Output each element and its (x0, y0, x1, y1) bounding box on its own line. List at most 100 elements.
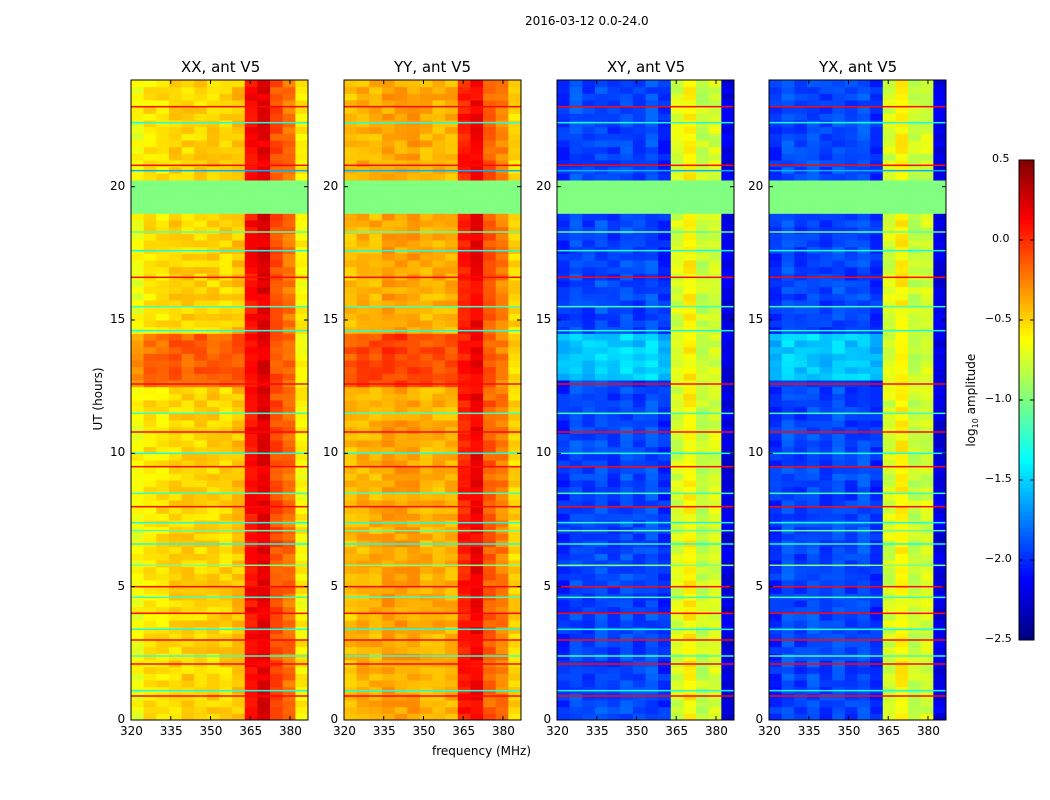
heatmap-cell (832, 620, 846, 628)
heatmap-cell (882, 340, 896, 348)
heatmap-cell (244, 666, 258, 674)
heatmap-cell (658, 706, 672, 714)
heatmap-cell (131, 126, 145, 134)
heatmap-cell (895, 353, 909, 361)
heatmap-cell (394, 113, 408, 121)
flag-line (131, 505, 308, 508)
flag-line (344, 276, 521, 279)
heatmap-cell (696, 226, 710, 234)
heatmap-cell (495, 513, 509, 521)
heatmap-cell (270, 366, 284, 374)
heatmap-cell (882, 413, 896, 421)
heatmap-cell (394, 313, 408, 321)
heatmap-cell (794, 586, 808, 594)
heatmap-cell (156, 546, 170, 554)
heatmap-cell (844, 646, 858, 654)
heatmap-cell (356, 340, 370, 348)
heatmap-cell (781, 500, 795, 508)
heatmap-cell (470, 666, 484, 674)
heatmap-cell (832, 566, 846, 574)
heatmap-cell (457, 260, 471, 268)
heatmap-cell (432, 286, 446, 294)
heatmap-cell (920, 420, 934, 428)
heatmap-cell (569, 680, 583, 688)
heatmap-cell (244, 466, 258, 474)
heatmap-cell (181, 206, 195, 214)
heatmap-cell (156, 493, 170, 501)
heatmap-cell (607, 360, 621, 368)
heatmap-cell (781, 333, 795, 341)
heatmap-cell (582, 133, 596, 141)
heatmap-cell (844, 626, 858, 634)
heatmap-cell (219, 613, 233, 621)
heatmap-cell (895, 473, 909, 481)
heatmap-cell (658, 373, 672, 381)
heatmap-cell (920, 653, 934, 661)
heatmap-cell (219, 580, 233, 588)
heatmap-cell (445, 633, 459, 641)
heatmap-cell (369, 386, 383, 394)
heatmap-cell (295, 626, 309, 634)
heatmap-cell (432, 626, 446, 634)
flag-line (557, 639, 734, 641)
heatmap-cell (219, 260, 233, 268)
heatmap-cell (143, 140, 157, 148)
heatmap-cell (658, 413, 672, 421)
heatmap-cell (219, 453, 233, 461)
heatmap-cell (282, 313, 296, 321)
heatmap-cell (806, 366, 821, 374)
heatmap-cell (394, 693, 408, 701)
heatmap-cell (445, 193, 459, 201)
heatmap-cell (344, 546, 358, 554)
heatmap-cell (857, 606, 871, 614)
heatmap-cell (282, 300, 296, 308)
heatmap-cell (131, 586, 145, 594)
heatmap-cell (920, 513, 934, 521)
heatmap-cell (483, 226, 497, 234)
heatmap-cell (445, 260, 459, 268)
heatmap-cell (920, 673, 934, 681)
heatmap-cell (857, 393, 871, 401)
heatmap-cell (381, 566, 396, 574)
heatmap-cell (419, 486, 433, 494)
heatmap-cell (257, 320, 271, 328)
heatmap-cell (356, 353, 370, 361)
heatmap-cell (721, 606, 735, 614)
heatmap-cell (181, 426, 195, 434)
heatmap-cell (168, 346, 183, 354)
heatmap-cell (632, 306, 646, 314)
heatmap-cell (432, 126, 446, 134)
heatmap-cell (483, 533, 497, 541)
heatmap-cell (895, 440, 909, 448)
heatmap-cell (483, 113, 497, 121)
heatmap-cell (206, 120, 220, 128)
heatmap-cell (708, 560, 722, 568)
heatmap-cell (181, 193, 195, 201)
heatmap-cell (620, 386, 634, 394)
heatmap-cell (356, 280, 370, 288)
heatmap-cell (495, 253, 509, 261)
heatmap-cell (794, 546, 808, 554)
heatmap-cell (806, 353, 821, 361)
heatmap-cell (933, 680, 947, 688)
heatmap-cell (683, 306, 697, 314)
flag-line (131, 639, 308, 641)
heatmap-cell (470, 713, 484, 721)
heatmap-cell (369, 373, 383, 381)
heatmap-cell (168, 586, 183, 594)
heatmap-cell (495, 606, 509, 614)
heatmap-cell (407, 346, 421, 354)
heatmap-cell (683, 406, 697, 414)
heatmap-cell (806, 533, 821, 541)
heatmap-cell (769, 553, 783, 561)
heatmap-cell (181, 653, 195, 661)
heatmap-cell (295, 453, 309, 461)
heatmap-cell (781, 346, 795, 354)
heatmap-cell (470, 560, 484, 568)
heatmap-cell (270, 353, 284, 361)
heatmap-cell (483, 666, 497, 674)
heatmap-cell (794, 373, 808, 381)
heatmap-cell (168, 153, 183, 161)
heatmap-cell (282, 333, 296, 341)
heatmap-cell (696, 713, 710, 721)
